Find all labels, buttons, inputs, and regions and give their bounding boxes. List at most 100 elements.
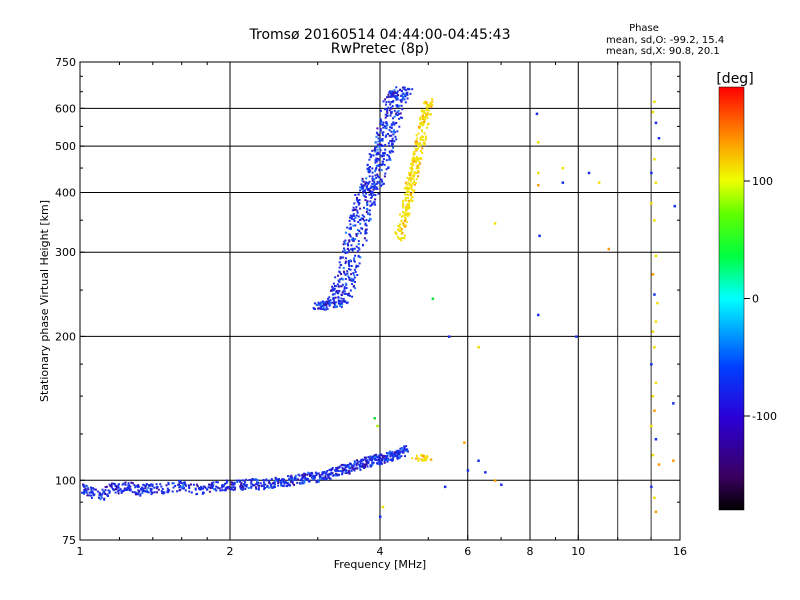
- data-point: [418, 127, 421, 130]
- data-point: [352, 280, 355, 282]
- data-point: [347, 294, 349, 297]
- data-point: [301, 479, 304, 482]
- data-point: [392, 100, 395, 102]
- data-point: [367, 189, 370, 191]
- data-point: [404, 212, 407, 215]
- data-point: [421, 113, 424, 116]
- data-point: [324, 303, 327, 306]
- data-point: [129, 488, 132, 491]
- data-point: [395, 98, 398, 101]
- data-point: [348, 265, 351, 267]
- data-point: [393, 109, 396, 112]
- data-point: [196, 485, 199, 488]
- data-point: [370, 154, 373, 157]
- data-point: [396, 235, 399, 238]
- data-point: [92, 494, 95, 497]
- data-point: [263, 488, 266, 491]
- data-point: [179, 480, 182, 483]
- data-point: [353, 463, 356, 466]
- data-point: [401, 90, 403, 93]
- data-point: [241, 486, 244, 489]
- data-point: [389, 140, 392, 143]
- data-point: [104, 489, 107, 492]
- data-point: [332, 474, 335, 477]
- colorbar-tick-label: 100: [752, 175, 773, 188]
- data-point: [147, 486, 150, 489]
- data-point: [94, 488, 97, 491]
- data-point: [233, 481, 236, 484]
- data-point: [352, 224, 355, 227]
- data-point: [412, 160, 414, 163]
- data-point: [387, 142, 390, 145]
- data-point: [368, 168, 371, 171]
- data-point: [384, 126, 387, 129]
- data-point: [144, 487, 147, 490]
- data-point: [404, 455, 406, 458]
- data-point: [310, 474, 313, 477]
- data-point: [348, 463, 351, 466]
- data-point: [388, 91, 391, 94]
- data-point: [356, 232, 359, 235]
- data-point: [404, 218, 407, 221]
- data-point: [177, 483, 180, 486]
- data-point: [141, 492, 144, 495]
- data-point: [395, 86, 398, 89]
- data-point: [228, 487, 231, 490]
- data-point: [393, 140, 396, 143]
- data-point: [357, 240, 360, 243]
- data-point: [348, 263, 350, 266]
- data-point: [360, 460, 363, 463]
- data-point: [350, 265, 353, 267]
- data-point: [369, 169, 372, 172]
- data-point: [179, 482, 182, 484]
- data-point: [407, 212, 410, 215]
- data-point: [380, 109, 382, 112]
- data-point: [424, 118, 426, 121]
- data-point: [392, 129, 395, 132]
- data-point: [426, 455, 429, 457]
- data-point: [230, 486, 233, 489]
- data-point: [369, 455, 372, 458]
- data-point: [101, 488, 104, 491]
- data-point: [277, 482, 280, 484]
- data-point: [384, 148, 387, 151]
- data-point: [360, 187, 363, 190]
- data-point: [250, 481, 253, 484]
- data-point: [178, 486, 181, 489]
- data-point: [121, 483, 124, 486]
- data-point: [101, 492, 104, 495]
- data-point: [360, 183, 363, 186]
- y-tick-label: 600: [55, 102, 76, 115]
- data-point: [362, 465, 365, 468]
- data-point: [380, 154, 383, 157]
- data-point: [388, 129, 391, 132]
- data-point: [379, 460, 381, 463]
- data-point: [413, 189, 416, 192]
- data-point: [312, 307, 315, 309]
- data-point: [352, 272, 355, 275]
- data-point: [372, 188, 375, 191]
- data-point: [374, 455, 377, 458]
- data-point: [379, 149, 382, 152]
- data-point: [344, 470, 347, 473]
- data-point: [410, 183, 413, 186]
- data-point: [342, 243, 345, 246]
- data-point: [226, 487, 228, 490]
- data-point: [134, 493, 137, 496]
- data-point: [371, 463, 374, 466]
- data-point: [346, 272, 349, 275]
- data-point: [348, 267, 350, 270]
- data-point: [357, 265, 360, 268]
- x-tick-label: 8: [527, 545, 534, 558]
- data-point: [365, 192, 368, 195]
- data-point: [415, 159, 418, 162]
- phase-o-mode-stats: mean, sd,O: -99.2, 15.4: [606, 35, 724, 46]
- data-point: [535, 112, 539, 116]
- data-point: [348, 249, 351, 252]
- data-point: [236, 481, 239, 484]
- data-point: [362, 463, 364, 466]
- data-point: [318, 474, 321, 477]
- data-point: [233, 488, 236, 491]
- data-point: [380, 457, 383, 460]
- data-point: [387, 106, 390, 109]
